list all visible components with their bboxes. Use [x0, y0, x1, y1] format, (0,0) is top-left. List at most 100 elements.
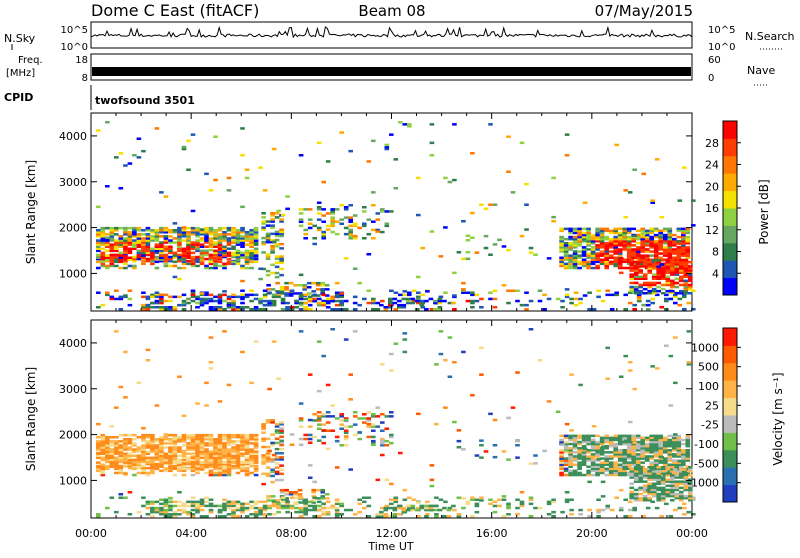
echo-cell [123, 239, 128, 242]
echo-cell [199, 249, 205, 253]
echo-cell [199, 243, 205, 246]
echo-cell [249, 458, 254, 462]
echo-cell [638, 265, 643, 268]
echo-cell [303, 508, 308, 512]
echo-cell [407, 291, 412, 294]
echo-cell [141, 308, 146, 311]
echo-cell [613, 442, 618, 446]
echo-cell [271, 240, 277, 244]
echo-cell [177, 303, 182, 307]
echo-cell [123, 463, 128, 466]
echo-cell [265, 419, 271, 422]
echo-cell [392, 508, 398, 512]
echo-cell [683, 281, 689, 285]
echo-cell [623, 466, 628, 469]
echo-cell [573, 291, 579, 294]
echo-cell [348, 373, 353, 376]
echo-cell [168, 433, 173, 437]
echo-cell [105, 458, 110, 462]
echo-cell [163, 231, 169, 234]
colorbar-tick-label: 24 [705, 159, 719, 172]
echo-cell [647, 478, 652, 481]
echo-cell [578, 301, 583, 305]
echo-cell [670, 486, 675, 490]
echo-cell [559, 467, 564, 471]
echo-cell [270, 212, 275, 215]
echo-cell [298, 425, 304, 428]
echo-cell [443, 176, 448, 180]
echo-cell [642, 480, 648, 483]
echo-cell [649, 467, 654, 471]
echo-cell [647, 496, 652, 500]
echo-cell [604, 434, 609, 438]
echo-cell [587, 291, 592, 294]
echo-cell [168, 306, 173, 309]
echo-cell [226, 239, 232, 242]
echo-cell [635, 258, 641, 261]
echo-cell [506, 248, 511, 252]
echo-cell [235, 255, 241, 259]
echo-cell [608, 256, 614, 259]
echo-cell [163, 469, 169, 473]
echo-cell [685, 242, 691, 245]
echo-cell [563, 250, 569, 253]
echo-cell [407, 125, 412, 128]
echo-cell [681, 451, 686, 454]
echo-cell [677, 506, 683, 510]
echo-cell [470, 211, 475, 215]
echo-cell [685, 231, 691, 235]
echo-cell [590, 461, 596, 464]
echo-cell [226, 448, 232, 451]
echo-cell [253, 436, 259, 439]
echo-cell [123, 458, 128, 462]
echo-cell [384, 210, 390, 213]
echo-cell [635, 254, 641, 257]
echo-cell [235, 233, 241, 236]
echo-cell [608, 237, 614, 241]
echo-cell [217, 510, 223, 514]
echo-cell [172, 251, 178, 255]
echo-cell [415, 308, 420, 311]
echo-cell [642, 474, 648, 477]
x-tick-label: 04:00 [175, 527, 207, 540]
echo-cell [343, 232, 349, 236]
echo-cell [653, 455, 659, 458]
echo-cell [631, 438, 636, 442]
echo-cell [622, 248, 627, 251]
echo-cell [581, 233, 587, 237]
freq-label-2: [MHz] [6, 68, 35, 79]
echo-cell [638, 488, 643, 492]
echo-cell [114, 156, 119, 159]
echo-cell [159, 438, 164, 441]
echo-cell [626, 461, 632, 464]
echo-cell [483, 246, 489, 250]
echo-cell [474, 502, 480, 506]
echo-cell [307, 418, 313, 422]
echo-cell [127, 231, 133, 234]
echo-cell [613, 256, 618, 259]
echo-cell [474, 454, 480, 457]
echo-cell [605, 377, 610, 380]
echo-cell [168, 469, 173, 473]
echo-cell [208, 308, 214, 311]
echo-cell [389, 441, 394, 445]
echo-cell [642, 472, 648, 475]
echo-cell [204, 249, 209, 253]
echo-cell [613, 447, 618, 450]
echo-cell [595, 463, 600, 466]
echo-cell [118, 433, 124, 437]
echo-cell [622, 457, 627, 460]
echo-cell [231, 301, 236, 305]
echo-cell [190, 502, 196, 506]
echo-cell [383, 308, 389, 311]
echo-cell [240, 465, 245, 468]
echo-cell [683, 269, 689, 272]
echo-cell [416, 412, 421, 416]
echo-cell [114, 456, 119, 460]
echo-cell [123, 256, 128, 259]
echo-cell [163, 299, 169, 303]
echo-cell [595, 260, 600, 264]
echo-cell [604, 254, 609, 257]
echo-cell [231, 436, 236, 439]
echo-cell [267, 506, 272, 510]
